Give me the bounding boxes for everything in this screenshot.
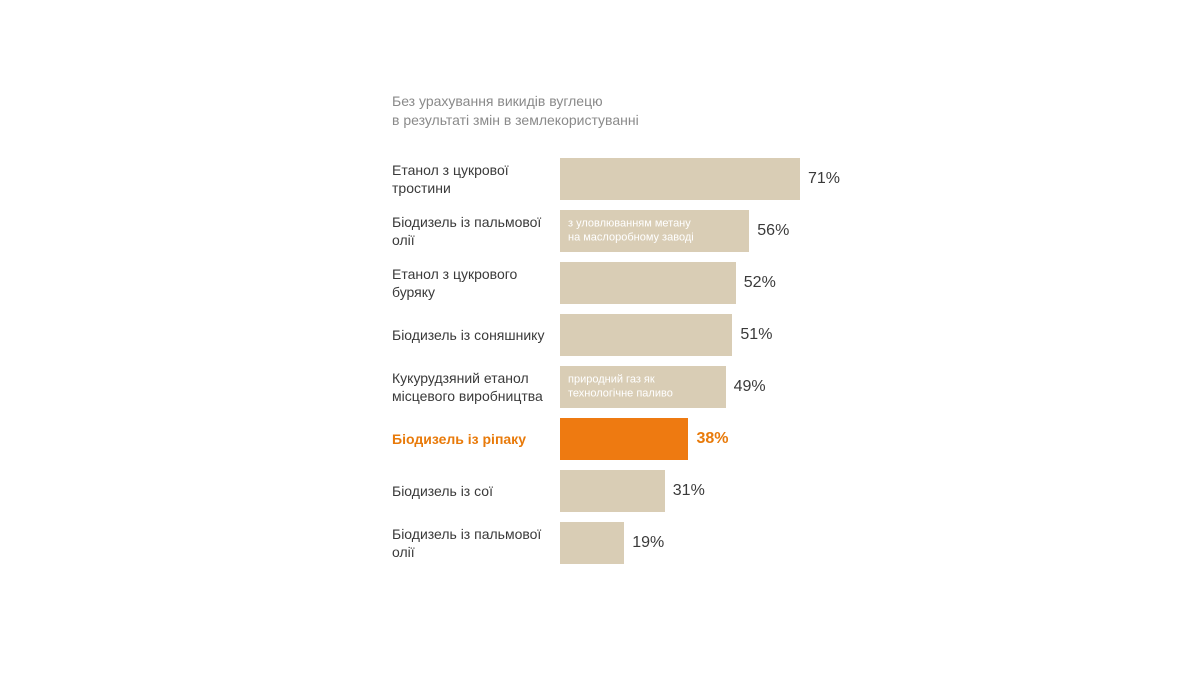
- bar-area: 38%: [560, 418, 912, 460]
- bar: [560, 418, 688, 460]
- bar: з уловлюванням метану на маслоробному за…: [560, 210, 749, 252]
- bar-area: природний газ як технологічне паливо 49%: [560, 366, 912, 408]
- bar-value: 71%: [808, 170, 840, 188]
- row-label: Етанол з цукрового буряку: [392, 265, 560, 301]
- chart-row: Етанол з цукрової тростини 71%: [392, 158, 912, 200]
- bar: [560, 470, 665, 512]
- chart-rows: Етанол з цукрової тростини 71% Біодизель і…: [392, 158, 912, 564]
- row-label: Кукурудзяний етанол місцевого виробництв…: [392, 369, 560, 405]
- bar: [560, 522, 624, 564]
- chart-row: Біодизель із пальмової олії з уловлювання…: [392, 210, 912, 252]
- row-label: Біодизель із соняшнику: [392, 326, 560, 344]
- chart-subtitle: Без урахування викидів вуглецю в результ…: [392, 92, 912, 130]
- bar-value: 56%: [757, 222, 789, 240]
- bar-area: 31%: [560, 470, 912, 512]
- bar: [560, 262, 736, 304]
- bar-value: 49%: [734, 378, 766, 396]
- bar-inner-text: природний газ як технологічне паливо: [568, 373, 673, 401]
- bar-area: 71%: [560, 158, 912, 200]
- bar-area: з уловлюванням метану на маслоробному за…: [560, 210, 912, 252]
- bar: [560, 158, 800, 200]
- row-label: Етанол з цукрової тростини: [392, 161, 560, 197]
- subtitle-line-2: в результаті змін в землекористуванні: [392, 111, 912, 130]
- bar-area: 19%: [560, 522, 912, 564]
- bar-inner-text: з уловлюванням метану на маслоробному за…: [568, 217, 694, 245]
- bar: [560, 314, 732, 356]
- row-label: Біодизель із пальмової олії: [392, 525, 560, 561]
- row-label: Біодизель із ріпаку: [392, 430, 560, 448]
- bar-area: 51%: [560, 314, 912, 356]
- chart-row: Біодизель із ріпаку 38%: [392, 418, 912, 460]
- bar-value: 51%: [740, 326, 772, 344]
- subtitle-line-1: Без урахування викидів вуглецю: [392, 92, 912, 111]
- bar: природний газ як технологічне паливо: [560, 366, 726, 408]
- bar-area: 52%: [560, 262, 912, 304]
- row-label: Біодизель із сої: [392, 482, 560, 500]
- biofuel-chart: Без урахування викидів вуглецю в результ…: [392, 92, 912, 564]
- chart-row: Біодизель із пальмової олії 19%: [392, 522, 912, 564]
- chart-row: Біодизель із сої 31%: [392, 470, 912, 512]
- bar-value: 38%: [696, 430, 728, 448]
- chart-row: Етанол з цукрового буряку 52%: [392, 262, 912, 304]
- bar-value: 52%: [744, 274, 776, 292]
- bar-value: 31%: [673, 482, 705, 500]
- chart-row: Кукурудзяний етанол місцевого виробництв…: [392, 366, 912, 408]
- bar-value: 19%: [632, 534, 664, 552]
- chart-row: Біодизель із соняшнику 51%: [392, 314, 912, 356]
- row-label: Біодизель із пальмової олії: [392, 213, 560, 249]
